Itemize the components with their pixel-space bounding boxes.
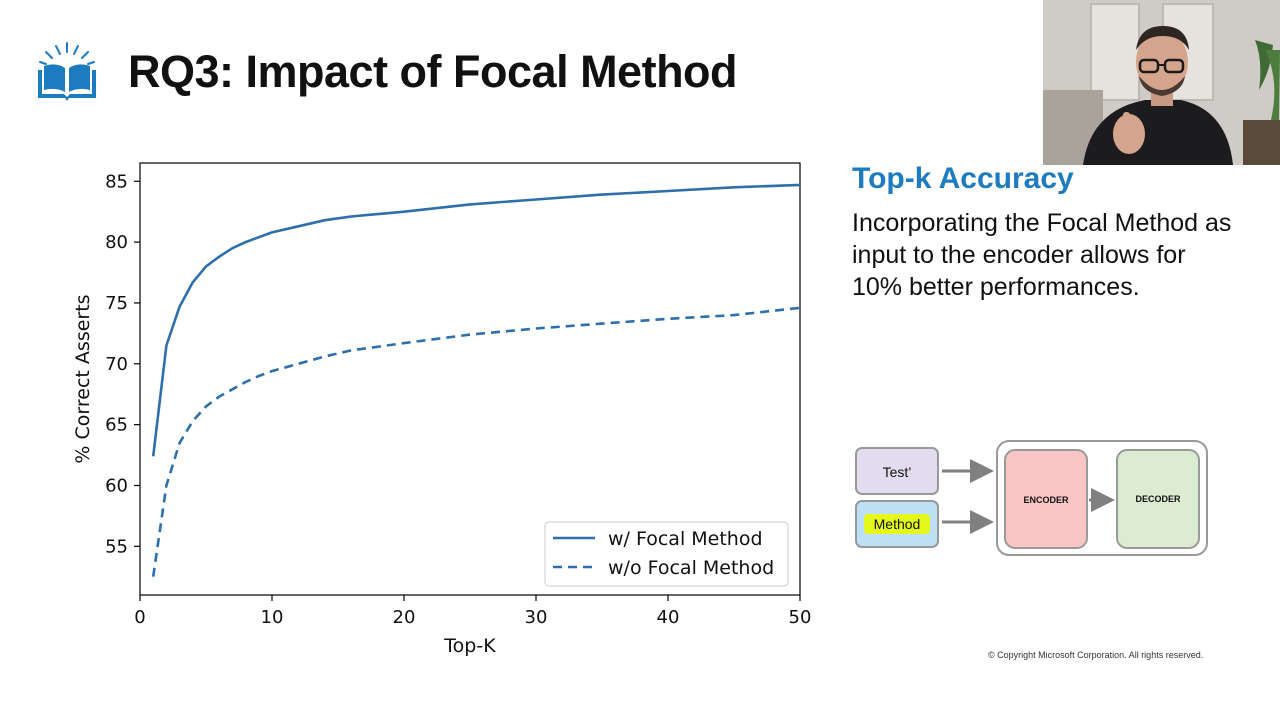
series-line-1 [151,183,801,457]
x-tick-label: 30 [525,607,548,628]
legend-label-2: w/o Focal Method [608,557,774,579]
y-axis-label: % Correct Asserts [72,294,94,463]
test-box [855,447,939,495]
x-tick-label: 50 [789,607,812,628]
y-tick-label: 70 [105,354,128,375]
presenter-video-icon [1043,0,1280,165]
copyright-text: © Copyright Microsoft Corporation. All r… [988,650,1204,660]
side-body-text: Incorporating the Focal Method as input … [852,209,1232,301]
y-tick-label: 65 [105,415,128,436]
chart-lines [151,183,801,577]
x-axis-ticks: 0 10 20 30 40 50 [134,595,811,628]
accuracy-chart: 0 10 20 30 40 50 55 60 65 70 75 80 85 Top-K % Corre… [60,150,830,675]
y-tick-label: 55 [105,536,128,557]
encoder-box [1004,449,1088,549]
y-tick-label: 75 [105,293,128,314]
legend-box [544,521,789,587]
method-highlight [864,514,930,534]
chart-legend: w/ Focal Method w/o Focal Method [544,521,789,587]
test-label: Test’ [883,464,912,480]
method-label: Method [874,516,921,532]
decoder-label: DECODER [1135,494,1181,504]
y-tick-label: 80 [105,232,128,253]
decoder-box [1116,449,1200,549]
y-axis-ticks: 55 60 65 70 75 80 85 [105,171,140,557]
y-tick-label: 60 [105,475,128,496]
y-tick-label: 85 [105,171,128,192]
x-tick-label: 40 [657,607,680,628]
x-axis-label: Top-K [443,635,496,657]
x-tick-label: 10 [261,607,284,628]
line-chart-svg: 0 10 20 30 40 50 55 60 65 70 75 80 85 Top-K % Corre… [72,162,811,657]
x-tick-label: 20 [393,607,416,628]
legend-label-1: w/ Focal Method [608,528,763,550]
open-book-icon [34,40,100,104]
series-line-2 [151,306,801,577]
encoder-label: ENCODER [1023,495,1069,505]
slide-title: RQ3: Impact of Focal Method [128,46,738,97]
side-heading: Top-k Accuracy [852,162,1074,195]
encoder-decoder-diagram: Test’ Method ENCODER DECODER [850,438,1220,568]
x-tick-label: 0 [134,607,145,628]
